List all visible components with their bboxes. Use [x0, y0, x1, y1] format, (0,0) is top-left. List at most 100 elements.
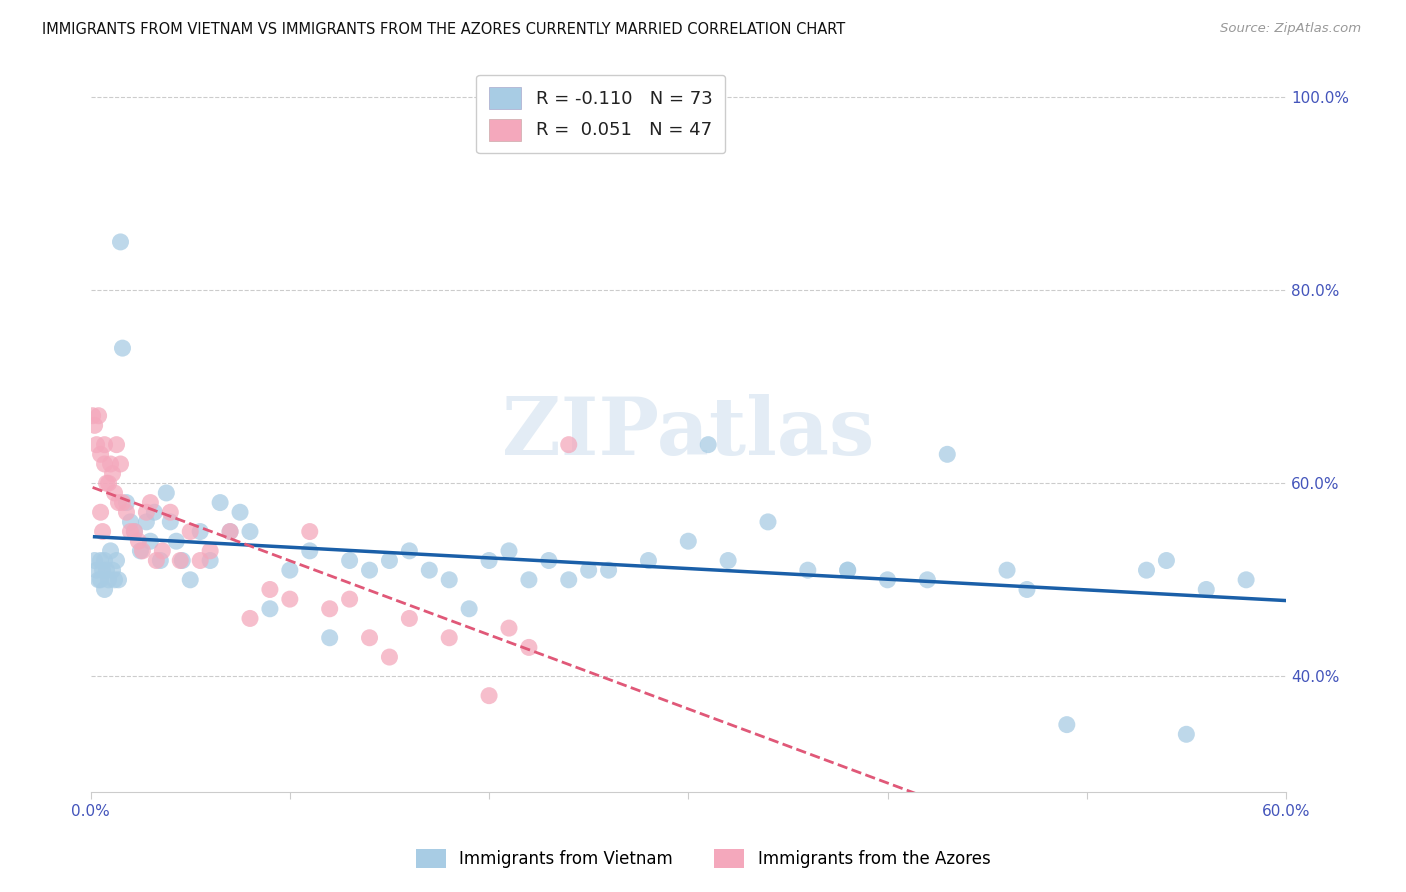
- Point: [110, 457, 132, 471]
- Point: [169, 553, 191, 567]
- Point: [756, 515, 779, 529]
- Point: [188, 524, 211, 539]
- Point: [717, 553, 740, 567]
- Point: [90, 505, 112, 519]
- Point: [259, 601, 281, 615]
- Point: [917, 573, 939, 587]
- Point: [105, 553, 128, 567]
- Point: [115, 495, 138, 509]
- Point: [517, 573, 540, 587]
- Point: [115, 505, 138, 519]
- Point: [439, 573, 461, 587]
- Point: [318, 631, 340, 645]
- Point: [259, 582, 281, 597]
- Point: [678, 534, 700, 549]
- Point: [103, 486, 125, 500]
- Point: [278, 592, 301, 607]
- Point: [86, 438, 108, 452]
- Point: [97, 573, 120, 587]
- Point: [1234, 573, 1257, 587]
- Point: [209, 495, 232, 509]
- Point: [172, 553, 194, 567]
- Point: [139, 534, 162, 549]
- Point: [135, 515, 157, 529]
- Point: [96, 563, 118, 577]
- Point: [578, 563, 600, 577]
- Point: [339, 553, 361, 567]
- Point: [93, 553, 115, 567]
- Point: [100, 544, 122, 558]
- Point: [120, 524, 142, 539]
- Point: [90, 447, 112, 461]
- Point: [165, 534, 187, 549]
- Point: [198, 553, 221, 567]
- Point: [179, 524, 201, 539]
- Point: [91, 524, 114, 539]
- Point: [398, 544, 420, 558]
- Legend: Immigrants from Vietnam, Immigrants from the Azores: Immigrants from Vietnam, Immigrants from…: [409, 842, 997, 875]
- Point: [82, 409, 104, 423]
- Point: [378, 650, 401, 665]
- Point: [1156, 553, 1178, 567]
- Point: [159, 505, 181, 519]
- Point: [101, 563, 124, 577]
- Point: [198, 544, 221, 558]
- Point: [359, 563, 381, 577]
- Legend: R = -0.110   N = 73, R =  0.051   N = 47: R = -0.110 N = 73, R = 0.051 N = 47: [477, 75, 725, 153]
- Point: [318, 601, 340, 615]
- Point: [517, 640, 540, 655]
- Point: [1015, 582, 1038, 597]
- Point: [1175, 727, 1198, 741]
- Point: [1135, 563, 1157, 577]
- Point: [107, 495, 129, 509]
- Point: [298, 544, 321, 558]
- Point: [339, 592, 361, 607]
- Point: [239, 524, 262, 539]
- Point: [107, 573, 129, 587]
- Point: [97, 476, 120, 491]
- Point: [96, 476, 118, 491]
- Point: [129, 544, 152, 558]
- Point: [83, 553, 105, 567]
- Point: [439, 631, 461, 645]
- Point: [239, 611, 262, 625]
- Point: [1056, 717, 1078, 731]
- Point: [359, 631, 381, 645]
- Point: [103, 573, 125, 587]
- Point: [558, 438, 581, 452]
- Point: [111, 495, 134, 509]
- Point: [150, 544, 173, 558]
- Point: [93, 438, 115, 452]
- Point: [83, 418, 105, 433]
- Point: [149, 553, 172, 567]
- Point: [127, 534, 149, 549]
- Point: [93, 582, 115, 597]
- Point: [219, 524, 242, 539]
- Point: [179, 573, 201, 587]
- Point: [398, 611, 420, 625]
- Point: [876, 573, 898, 587]
- Point: [229, 505, 252, 519]
- Point: [105, 438, 128, 452]
- Point: [124, 524, 146, 539]
- Text: Source: ZipAtlas.com: Source: ZipAtlas.com: [1220, 22, 1361, 36]
- Point: [498, 544, 520, 558]
- Point: [188, 553, 211, 567]
- Point: [697, 438, 720, 452]
- Point: [101, 467, 124, 481]
- Point: [90, 553, 112, 567]
- Point: [91, 563, 114, 577]
- Point: [598, 563, 620, 577]
- Point: [278, 563, 301, 577]
- Point: [145, 553, 167, 567]
- Point: [418, 563, 440, 577]
- Point: [93, 457, 115, 471]
- Point: [87, 573, 110, 587]
- Point: [100, 457, 122, 471]
- Point: [1195, 582, 1218, 597]
- Text: ZIPatlas: ZIPatlas: [502, 393, 875, 472]
- Point: [87, 409, 110, 423]
- Point: [143, 505, 166, 519]
- Point: [124, 524, 146, 539]
- Point: [135, 505, 157, 519]
